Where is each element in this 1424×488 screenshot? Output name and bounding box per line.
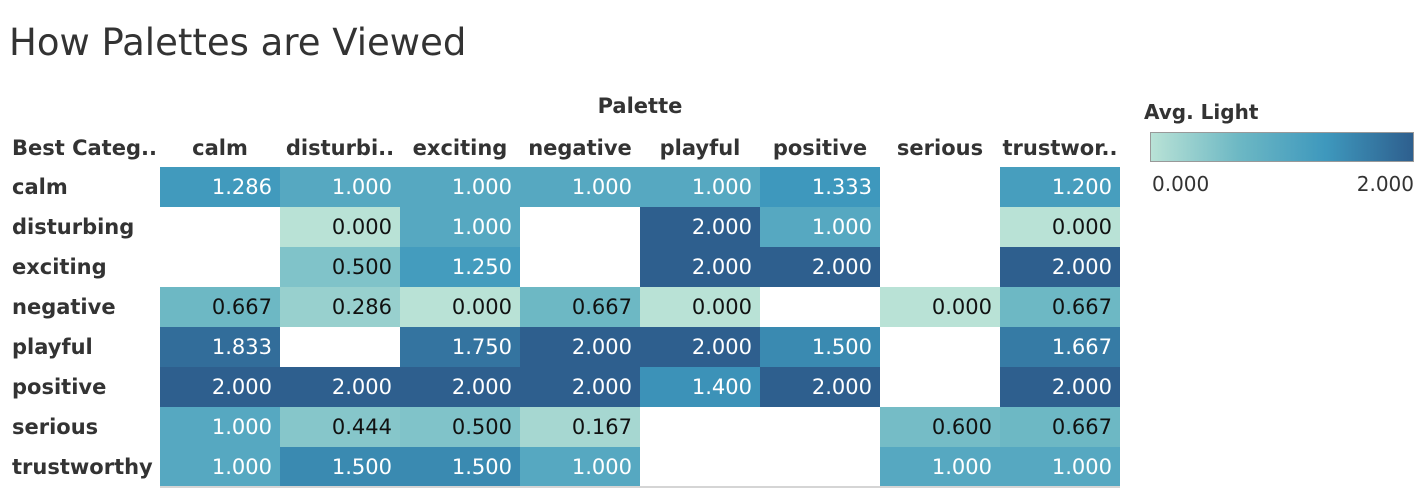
heatmap-cell[interactable]: 2.000 — [160, 367, 280, 407]
heatmap-cell[interactable]: 0.000 — [400, 287, 520, 327]
heatmap-cell[interactable]: 1.000 — [880, 447, 1000, 487]
row-header[interactable]: negative — [12, 295, 116, 319]
heatmap-cell[interactable]: 2.000 — [1000, 247, 1120, 287]
heatmap-cell[interactable]: 2.000 — [640, 247, 760, 287]
heatmap-cell[interactable]: 2.000 — [400, 367, 520, 407]
row-header[interactable]: playful — [12, 335, 93, 359]
heatmap-cell[interactable]: 0.667 — [1000, 287, 1120, 327]
heatmap-cell[interactable]: 0.286 — [280, 287, 400, 327]
legend-title: Avg. Light — [1144, 100, 1259, 124]
row-header[interactable]: positive — [12, 375, 107, 399]
heatmap-cell[interactable]: 0.667 — [520, 287, 640, 327]
page-title: How Palettes are Viewed — [9, 21, 467, 64]
column-header[interactable]: negative — [528, 136, 632, 160]
heatmap-cell[interactable]: 1.200 — [1000, 167, 1120, 207]
heatmap-cell[interactable]: 2.000 — [640, 207, 760, 247]
heatmap-cell[interactable]: 1.000 — [760, 207, 880, 247]
column-header[interactable]: disturbi.. — [285, 136, 395, 160]
column-header[interactable]: calm — [192, 136, 248, 160]
row-header[interactable]: serious — [12, 415, 99, 439]
heatmap-cell[interactable]: 1.333 — [760, 167, 880, 207]
heatmap-cell[interactable]: 2.000 — [640, 327, 760, 367]
column-header[interactable]: serious — [896, 136, 984, 160]
heatmap-cell[interactable]: 2.000 — [1000, 367, 1120, 407]
row-header[interactable]: trustworthy — [12, 455, 153, 479]
heatmap-cell[interactable]: 1.833 — [160, 327, 280, 367]
heatmap-cell[interactable]: 2.000 — [760, 367, 880, 407]
heatmap-cell[interactable]: 1.500 — [760, 327, 880, 367]
legend-min-label: 0.000 — [1152, 172, 1210, 196]
heatmap-cell[interactable]: 1.750 — [400, 327, 520, 367]
heatmap-cell[interactable]: 1.000 — [1000, 447, 1120, 487]
heatmap-cell[interactable]: 1.667 — [1000, 327, 1120, 367]
heatmap-cell[interactable]: 1.286 — [160, 167, 280, 207]
heatmap-cell[interactable]: 0.000 — [880, 287, 1000, 327]
heatmap-cell[interactable]: 1.000 — [640, 167, 760, 207]
row-header-label[interactable]: Best Categ.. — [12, 136, 157, 160]
heatmap-cell[interactable]: 1.000 — [400, 167, 520, 207]
heatmap-cell[interactable]: 1.250 — [400, 247, 520, 287]
heatmap-cell[interactable]: 1.400 — [640, 367, 760, 407]
table-bottom-border — [160, 486, 1120, 488]
heatmap-cell[interactable]: 0.667 — [160, 287, 280, 327]
row-header[interactable]: exciting — [12, 255, 107, 279]
heatmap-cell[interactable]: 0.000 — [280, 207, 400, 247]
heatmap-cell[interactable]: 0.444 — [280, 407, 400, 447]
heatmap-cell[interactable]: 1.000 — [520, 447, 640, 487]
heatmap-cell[interactable]: 1.500 — [400, 447, 520, 487]
heatmap-cell[interactable]: 1.500 — [280, 447, 400, 487]
column-header[interactable]: trustwor.. — [1002, 136, 1118, 160]
heatmap-cell[interactable]: 0.000 — [1000, 207, 1120, 247]
legend-color-ramp[interactable] — [1150, 132, 1414, 162]
row-header[interactable]: disturbing — [12, 215, 135, 239]
heatmap-cell[interactable]: 2.000 — [520, 367, 640, 407]
heatmap-cell[interactable]: 2.000 — [280, 367, 400, 407]
column-header[interactable]: positive — [772, 136, 868, 160]
heatmap-cell[interactable]: 0.600 — [880, 407, 1000, 447]
heatmap-cell[interactable]: 1.000 — [280, 167, 400, 207]
heatmap-cell[interactable]: 2.000 — [520, 327, 640, 367]
legend-max-label: 2.000 — [1356, 172, 1414, 196]
column-header[interactable]: playful — [659, 136, 741, 160]
column-header[interactable]: exciting — [412, 136, 508, 160]
heatmap-cell[interactable]: 0.500 — [400, 407, 520, 447]
column-group-label: Palette — [597, 94, 683, 118]
heatmap-cell[interactable]: 1.000 — [400, 207, 520, 247]
heatmap-cell[interactable]: 0.000 — [640, 287, 760, 327]
heatmap-cell[interactable]: 1.000 — [520, 167, 640, 207]
heatmap-cell[interactable]: 0.167 — [520, 407, 640, 447]
row-header[interactable]: calm — [12, 175, 68, 199]
heatmap-cell[interactable]: 2.000 — [760, 247, 880, 287]
heatmap-cell[interactable]: 1.000 — [160, 447, 280, 487]
heatmap-cell[interactable]: 1.000 — [160, 407, 280, 447]
heatmap-cell[interactable]: 0.500 — [280, 247, 400, 287]
heatmap-cell[interactable]: 0.667 — [1000, 407, 1120, 447]
